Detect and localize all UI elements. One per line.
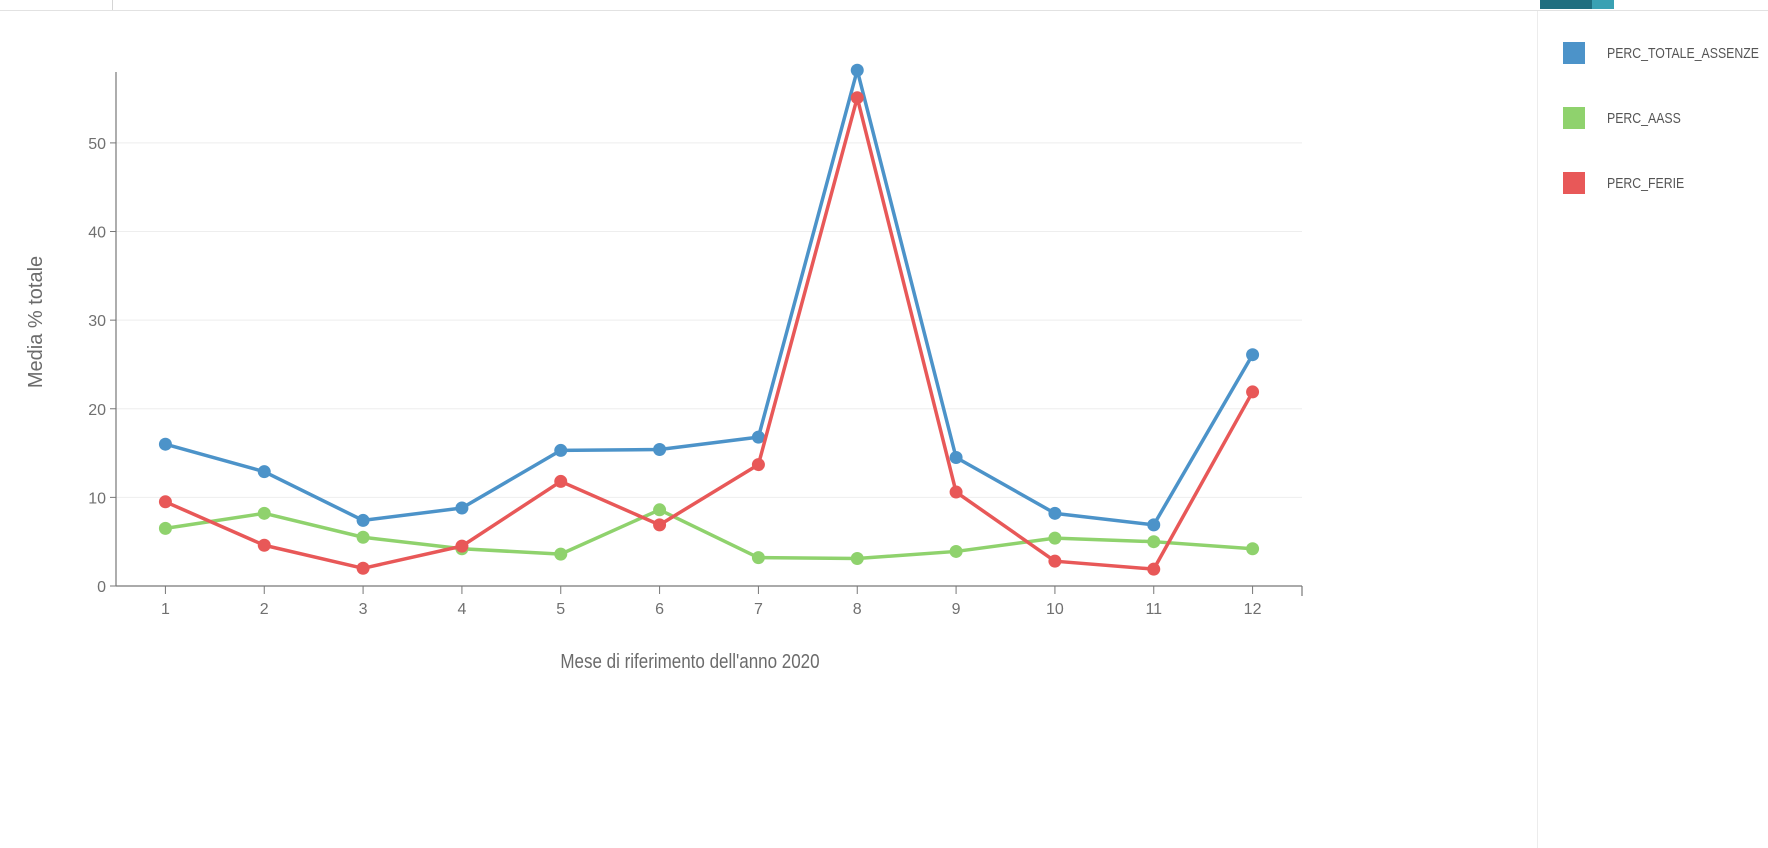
y-tick-label: 0 [97,579,106,596]
x-ticks: 1 2 3 4 5 6 7 8 9 10 11 12 [161,586,1262,618]
data-point-perc-totale-assenze[interactable] [751,430,765,444]
data-point-perc-ferie[interactable] [1246,385,1260,399]
data-point-perc-aass[interactable] [158,521,172,535]
data-point-perc-totale-assenze[interactable] [158,437,172,451]
series-perc-aass [158,503,1260,566]
data-point-perc-aass[interactable] [1048,531,1062,545]
x-tick-label: 9 [952,601,961,618]
chart-legend: PERC_TOTALE_ASSENZE PERC_AASS PERC_FERIE [1563,42,1768,237]
series-line-perc-ferie [163,95,1255,571]
data-point-perc-ferie[interactable] [850,91,864,105]
data-point-perc-ferie[interactable] [1147,562,1161,576]
legend-label: PERC_FERIE [1607,174,1685,192]
top-divider [0,10,1768,11]
data-point-perc-ferie[interactable] [949,485,963,499]
data-point-perc-aass[interactable] [751,551,765,565]
data-point-perc-ferie[interactable] [158,495,172,509]
data-point-perc-totale-assenze[interactable] [1048,506,1062,520]
corner-tab[interactable] [1540,0,1614,9]
data-point-perc-totale-assenze[interactable] [554,443,568,457]
data-point-perc-totale-assenze[interactable] [949,451,963,464]
data-point-perc-ferie[interactable] [257,538,271,552]
data-point-perc-totale-assenze[interactable] [356,513,370,527]
data-point-perc-aass[interactable] [949,544,963,558]
data-point-perc-totale-assenze[interactable] [455,501,469,515]
y-ticks: 0 10 20 30 40 50 [88,136,116,596]
data-point-perc-aass[interactable] [1147,535,1161,549]
legend-divider [1537,11,1538,848]
y-tick-label: 50 [88,136,106,153]
legend-swatch [1563,42,1585,64]
data-point-perc-ferie[interactable] [455,539,469,553]
y-axis-title: Media % totale [25,256,47,388]
data-point-perc-aass[interactable] [850,552,864,566]
x-tick-label: 12 [1244,601,1262,618]
data-point-perc-ferie[interactable] [751,458,765,472]
legend-item-perc-aass[interactable]: PERC_AASS [1563,107,1768,129]
legend-swatch [1563,107,1585,129]
legend-label: PERC_AASS [1607,109,1681,127]
data-point-perc-aass[interactable] [653,503,667,517]
x-tick-label: 11 [1145,601,1162,618]
y-tick-label: 10 [88,490,106,507]
x-tick-label: 4 [457,601,466,618]
x-tick-label: 2 [260,601,269,618]
data-point-perc-totale-assenze[interactable] [257,465,271,479]
legend-item-perc-ferie[interactable]: PERC_FERIE [1563,172,1768,194]
legend-swatch [1563,172,1585,194]
data-point-perc-totale-assenze[interactable] [1147,518,1161,532]
x-tick-label: 10 [1046,601,1064,618]
top-notch [112,0,113,10]
series [158,63,1260,576]
legend-item-perc-totale-assenze[interactable]: PERC_TOTALE_ASSENZE [1563,42,1768,64]
data-point-perc-aass[interactable] [554,547,568,561]
axes [115,72,1303,596]
y-tick-label: 40 [88,225,106,242]
x-tick-label: 5 [556,601,565,618]
data-point-perc-ferie[interactable] [554,474,568,488]
series-perc-totale-assenze [158,63,1260,532]
series-perc-ferie [158,91,1260,576]
x-tick-label: 1 [161,601,170,618]
y-tick-label: 20 [88,402,106,419]
data-point-perc-totale-assenze[interactable] [653,443,667,457]
x-tick-label: 3 [359,601,368,618]
x-tick-label: 6 [655,601,664,618]
x-tick-label: 8 [853,601,862,618]
y-tick-label: 30 [88,313,106,330]
x-axis-title: Mese di riferimento dell'anno 2020 [560,650,819,673]
data-point-perc-ferie[interactable] [653,518,667,532]
data-point-perc-ferie[interactable] [1048,554,1062,568]
x-tick-label: 7 [754,601,763,618]
data-point-perc-totale-assenze[interactable] [850,63,864,77]
data-point-perc-aass[interactable] [356,530,370,544]
legend-label: PERC_TOTALE_ASSENZE [1607,44,1759,62]
series-line-perc-totale-assenze [163,68,1255,527]
data-point-perc-aass[interactable] [257,506,271,520]
corner-tab-accent [1592,0,1614,9]
data-point-perc-totale-assenze[interactable] [1246,348,1260,362]
data-point-perc-aass[interactable] [1246,542,1260,556]
series-line-perc-aass [163,508,1255,561]
data-point-perc-ferie[interactable] [356,561,370,575]
